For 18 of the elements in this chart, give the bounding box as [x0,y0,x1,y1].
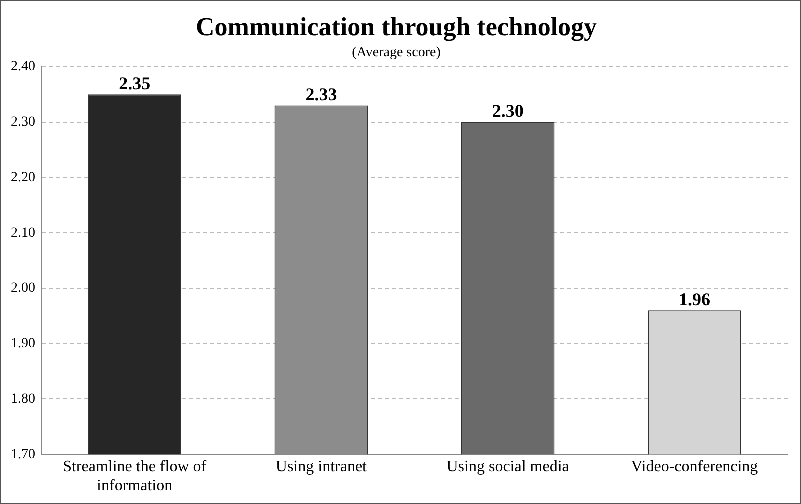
y-tick-label: 1.90 [11,336,36,352]
chart-title: Communication through technology [196,12,598,42]
x-tick-label: Using intranet [276,458,368,476]
y-tick-label: 2.30 [11,115,36,130]
x-tick-label: Using social media [446,458,570,476]
data-label: 2.35 [119,73,151,94]
y-tick-label: 2.00 [11,281,36,296]
y-tick-label: 2.40 [11,60,36,75]
y-tick-label: 2.20 [11,170,36,186]
data-label: 1.96 [678,289,710,310]
x-tick-label: Streamline the flow of information [63,458,208,495]
data-label: 2.30 [492,101,524,122]
y-tick-label: 2.10 [11,226,36,241]
x-tick-label: Video-conferencing [631,458,758,476]
y-tick-label: 1.70 [11,447,36,462]
y-tick-label: 1.80 [11,392,36,407]
data-label: 2.33 [306,84,338,104]
chart-subtitle: (Average score) [352,45,442,60]
